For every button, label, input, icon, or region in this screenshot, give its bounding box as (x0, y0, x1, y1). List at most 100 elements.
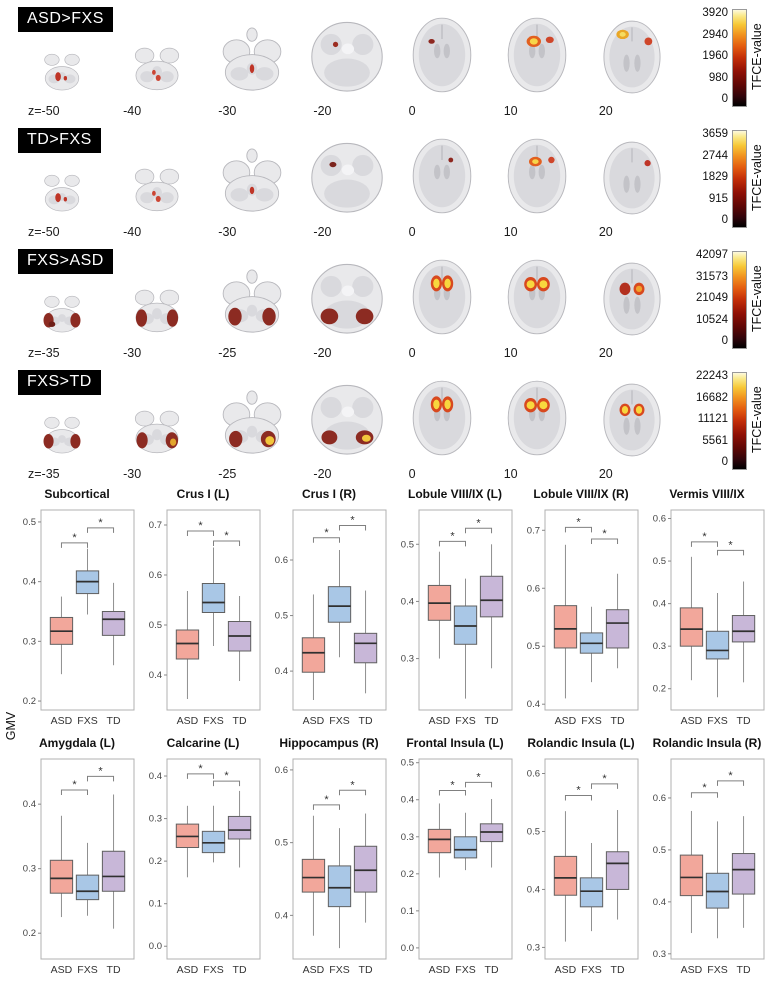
slice-z-label: -20 (313, 104, 332, 118)
y-tick-label: 0.6 (275, 555, 288, 566)
significance-asterisk: * (198, 763, 203, 775)
y-tick-label: 0.7 (527, 525, 540, 536)
significance-asterisk: * (350, 515, 355, 527)
y-tick-label: 0.5 (23, 517, 36, 528)
brain-slice-cell: -20 (299, 0, 394, 121)
y-tick-label: 0.4 (653, 897, 666, 908)
x-group-label: FXS (455, 964, 475, 976)
y-tick-label: 0.2 (23, 928, 36, 939)
y-tick-label: 0.6 (653, 514, 666, 525)
x-group-label: TD (107, 964, 121, 976)
brain-slice-cell: -20 (299, 363, 394, 484)
brain-slice (301, 374, 393, 467)
boxplot-canvas: 0.4 0.5 0.6 ASD FXS TD * * (275, 509, 387, 727)
box-fxs (705, 630, 730, 660)
y-tick-label: 0.3 (23, 864, 36, 875)
brain-slice-cell: 10 (490, 363, 585, 484)
brain-slice-cell: 0 (395, 242, 490, 363)
slice-z-label: 0 (408, 104, 416, 118)
significance-asterisk: * (476, 771, 481, 783)
colorbar-label: TFCE-value (750, 386, 764, 454)
boxplot-canvas: 0.3 0.4 0.5 0.6 ASD FXS TD * * (653, 758, 765, 976)
x-group-label: ASD (681, 715, 703, 727)
brain-slice (402, 132, 482, 225)
brain-slice-cell: -30 (204, 121, 299, 242)
x-group-label: ASD (681, 964, 703, 976)
boxplot-title: Rolandic Insula (L) (527, 736, 635, 750)
x-group-label: TD (737, 715, 751, 727)
box-fxs (453, 605, 478, 645)
brain-slice-cell: -20 (299, 242, 394, 363)
boxplot-title: Lobule VIII/IX (R) (533, 487, 629, 501)
brain-slice (402, 253, 482, 346)
slice-z-label: 0 (408, 225, 416, 239)
boxplot: Crus I (R) 0.4 0.5 0.6 ASD FXS TD * * (266, 484, 392, 733)
x-group-label: TD (233, 964, 247, 976)
brain-slice-cell: 20 (585, 0, 680, 121)
x-group-label: ASD (303, 964, 325, 976)
box-td (731, 615, 756, 643)
box-fxs (75, 874, 100, 901)
box-td (479, 575, 504, 618)
y-tick-label: 0.4 (149, 771, 162, 782)
slice-z-label: -20 (313, 225, 332, 239)
colorbar-gradient (732, 130, 747, 228)
brain-slice (301, 253, 393, 346)
brain-slice (497, 374, 577, 467)
boxplot-title: Lobule VIII/IX (L) (408, 487, 502, 501)
colorbar: 3659 2744 1829 915 0 TFCE-value (684, 128, 764, 230)
brain-slice (210, 146, 294, 225)
colorbar-tick: 0 (721, 456, 728, 468)
y-tick-label: 0.2 (401, 869, 414, 880)
colorbar: 22243 16682 11121 5561 0 TFCE-value (684, 370, 764, 472)
y-tick-label: 0.3 (653, 641, 666, 652)
x-group-label: ASD (429, 964, 451, 976)
x-group-label: TD (485, 715, 499, 727)
x-group-label: ASD (555, 964, 577, 976)
x-group-label: FXS (77, 715, 97, 727)
y-tick-label: 0.6 (527, 768, 540, 779)
brain-slice (30, 406, 94, 467)
x-group-label: ASD (177, 964, 199, 976)
significance-asterisk: * (450, 779, 455, 791)
slice-z-label: z=-35 (28, 467, 60, 481)
colorbar-tick: 1960 (702, 50, 728, 62)
significance-asterisk: * (728, 539, 733, 551)
slice-z-label: -40 (123, 225, 142, 239)
colorbar-gradient (732, 9, 747, 107)
boxplot-canvas: 0.0 0.1 0.2 0.3 0.4 ASD FXS TD * * (149, 758, 261, 976)
brain-slice (593, 378, 671, 467)
x-group-label: FXS (455, 715, 475, 727)
brain-slice (121, 158, 193, 225)
boxplot-canvas: 0.4 0.5 0.6 ASD FXS TD * * (275, 758, 387, 976)
box-fxs (327, 865, 352, 908)
y-tick-label: 0.4 (275, 666, 288, 677)
colorbar-ticks: 42097 31573 21049 10524 0 (684, 249, 732, 347)
brain-slice-cell: 10 (490, 0, 585, 121)
boxplot-grid: Subcortical 0.2 0.3 0.4 0.5 ASD FXS TD * * Crus I … (14, 484, 770, 982)
y-tick-label: 0.4 (527, 884, 540, 895)
colorbar-tick: 0 (721, 93, 728, 105)
box-td (227, 815, 252, 840)
boxplot: Vermis VIII/IX 0.2 0.3 0.4 0.5 0.6 ASD FXS TD * * (644, 484, 770, 733)
significance-asterisk: * (728, 770, 733, 782)
x-group-label: ASD (303, 715, 325, 727)
box-td (353, 632, 378, 664)
colorbar: 3920 2940 1960 980 0 TFCE-value (684, 7, 764, 109)
brain-slice (301, 11, 393, 104)
y-tick-label: 0.4 (149, 670, 162, 681)
box-fxs (453, 836, 478, 859)
brain-maps-section: ASD>FXS z=-50 -40 -30 -20 0 10 20 3920 2940 1960 98… (0, 0, 770, 484)
box-asd (301, 637, 326, 673)
colorbar-tick: 3659 (702, 128, 728, 140)
contrast-label: TD>FXS (18, 128, 101, 153)
y-tick-label: 0.6 (653, 793, 666, 804)
slice-z-label: 20 (598, 225, 613, 239)
boxplot-canvas: 0.3 0.4 0.5 0.6 ASD FXS TD * * (527, 758, 639, 976)
boxplot-title: Subcortical (44, 487, 110, 501)
significance-asterisk: * (576, 516, 581, 528)
slice-z-label: 0 (408, 346, 416, 360)
slice-z-label: -30 (123, 346, 142, 360)
colorbar-tick: 980 (708, 71, 728, 84)
